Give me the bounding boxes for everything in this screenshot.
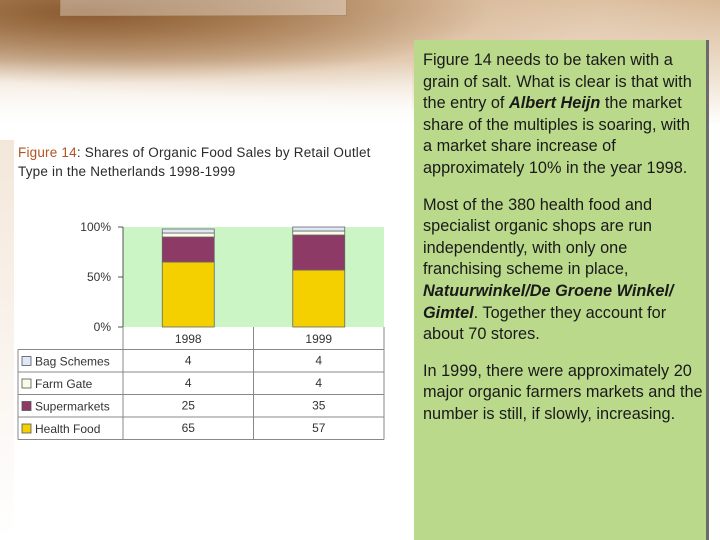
background-left-strip <box>0 140 14 540</box>
y-tick-label: 0% <box>94 320 112 334</box>
y-tick-label: 100% <box>80 220 111 234</box>
legend-swatch <box>21 356 32 366</box>
x-tick-label: 1998 <box>175 332 202 346</box>
legend-swatch <box>21 378 32 389</box>
caption-text: : Shares of Organic Food Sales by Retail… <box>18 145 371 179</box>
paragraph-1: Figure 14 needs to be taken with a grain… <box>423 50 703 180</box>
p2-text-a: Most of the 380 health food and speciali… <box>423 195 653 279</box>
data-label: 4 <box>185 376 192 390</box>
p1-text-a: Figure 14 needs to be taken with a grain… <box>423 51 692 113</box>
p1-emphasis: Albert Heijn <box>508 94 601 113</box>
legend-swatch <box>21 401 32 411</box>
chart-panel: 100% 50% 0% 1998 1999 Bag Schemes 4 4 Farm Gate 4… <box>14 205 398 459</box>
background-frame <box>60 0 347 16</box>
data-label: 4 <box>185 354 192 368</box>
data-label: 4 <box>315 376 322 390</box>
figure-ref: Figure 14 <box>18 145 77 160</box>
x-tick-label: 1999 <box>305 332 332 346</box>
p2-emphasis: Natuurwinkel/De Groene Winkel/ Gimtel <box>423 281 674 322</box>
bar-segment <box>292 234 346 271</box>
legend-label: Supermarkets <box>35 400 110 414</box>
paragraph-3: In 1999, there were approximately 20 maj… <box>423 361 703 423</box>
legend-label: Farm Gate <box>35 377 93 391</box>
side-text-panel: Figure 14 needs to be taken with a grain… <box>414 40 706 540</box>
data-label: 65 <box>182 421 196 435</box>
bar-segment <box>161 236 215 263</box>
legend-swatch <box>21 423 32 434</box>
bar-segment <box>292 230 346 236</box>
bar-segment <box>292 226 346 232</box>
legend-label: Health Food <box>35 422 100 436</box>
legend-label: Bag Schemes <box>35 355 110 369</box>
bar-segment <box>161 261 215 328</box>
data-label: 25 <box>182 399 196 413</box>
paragraph-2: Most of the 380 health food and speciali… <box>423 195 703 346</box>
y-tick-label: 50% <box>87 270 111 284</box>
side-text: Figure 14 needs to be taken with a grain… <box>423 50 703 441</box>
background-fade <box>0 60 412 140</box>
bar-segment <box>161 232 215 238</box>
data-label: 4 <box>315 354 322 368</box>
data-label: 35 <box>312 399 326 413</box>
p1-text-b: the market share of the multiples is soa… <box>423 94 690 177</box>
stacked-bar-chart: 100% 50% 0% 1998 1999 Bag Schemes 4 4 Farm Gate 4… <box>17 220 385 440</box>
bar-segment <box>161 228 215 234</box>
data-label: 57 <box>312 421 326 435</box>
figure-caption: Figure 14: Shares of Organic Food Sales … <box>18 143 398 181</box>
p2-text-b: . Together they account for about 70 sto… <box>423 303 667 344</box>
bar-segment <box>292 269 346 328</box>
